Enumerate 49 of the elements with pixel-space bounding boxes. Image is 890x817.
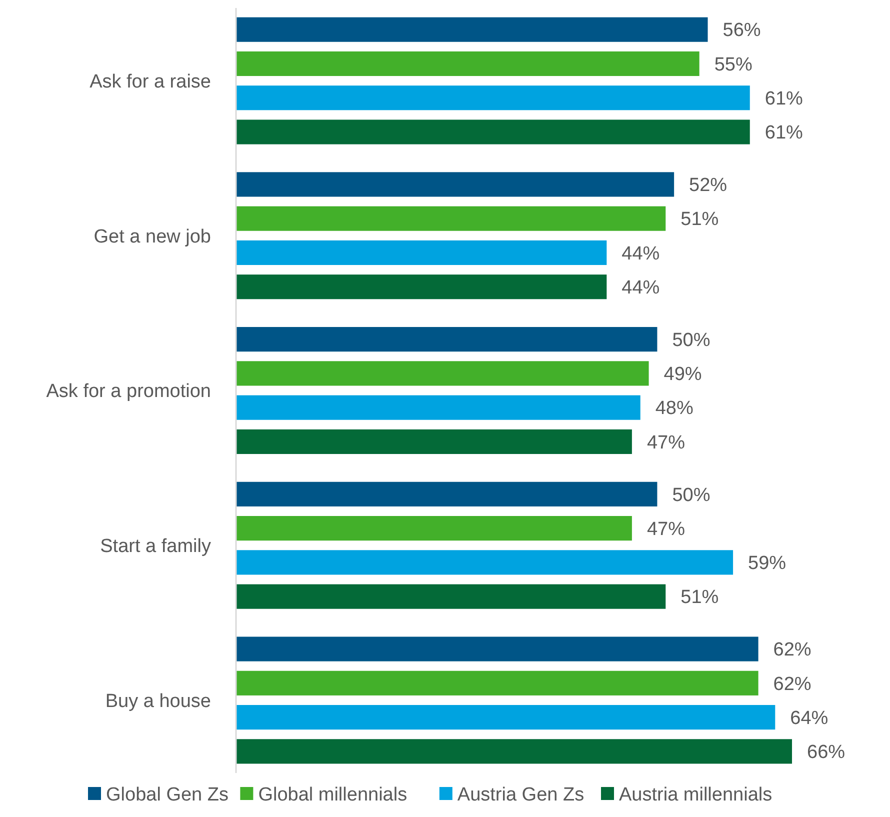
- data-label: 61%: [764, 122, 804, 144]
- data-label: 59%: [748, 553, 786, 574]
- bar: [236, 120, 750, 144]
- bar: [236, 172, 674, 197]
- y-tick-label: Ask for a promotion: [46, 381, 211, 402]
- y-tick-label: Start a family: [100, 536, 212, 558]
- data-label: 44%: [622, 243, 660, 264]
- bar: [236, 584, 666, 609]
- data-label: 48%: [655, 398, 694, 420]
- bar: [236, 240, 607, 265]
- bar: [236, 550, 734, 575]
- legend-label: Global Gen Zs: [106, 784, 228, 806]
- y-tick-label: Buy a house: [105, 690, 211, 712]
- bar: [236, 395, 640, 420]
- bar: [236, 482, 658, 506]
- data-label: 62%: [773, 674, 812, 695]
- data-label: 61%: [764, 88, 804, 110]
- bar: [236, 739, 792, 764]
- bar: [236, 516, 632, 541]
- legend-label: Austria millennials: [619, 784, 772, 806]
- data-label: 51%: [680, 209, 719, 230]
- data-label: 44%: [622, 277, 660, 298]
- y-tick-label: Get a new job: [94, 226, 211, 248]
- bar: [236, 206, 666, 231]
- data-label: 50%: [672, 484, 710, 506]
- data-label: 50%: [672, 330, 710, 351]
- data-label: 64%: [790, 708, 828, 729]
- data-label: 66%: [807, 742, 846, 764]
- bar: [236, 636, 758, 662]
- bar: [236, 86, 750, 110]
- bar: [236, 704, 776, 730]
- bar: [236, 361, 649, 386]
- bar: [236, 274, 607, 300]
- legend-label: Austria Gen Zs: [457, 784, 584, 806]
- bar: [236, 51, 700, 76]
- bar: [236, 429, 632, 454]
- bar: [236, 327, 658, 352]
- data-label: 51%: [680, 587, 719, 608]
- legend-label: Global millennials: [258, 784, 408, 806]
- data-label: 49%: [664, 364, 702, 386]
- bar: [236, 17, 708, 42]
- y-tick-label: Ask for a raise: [90, 71, 211, 92]
- data-label: 47%: [646, 432, 686, 454]
- data-label: 52%: [689, 175, 728, 196]
- data-label: 55%: [714, 54, 752, 76]
- data-label: 47%: [646, 518, 686, 540]
- bar: [236, 670, 758, 696]
- data-label: 56%: [722, 20, 761, 42]
- data-label: 62%: [773, 640, 812, 661]
